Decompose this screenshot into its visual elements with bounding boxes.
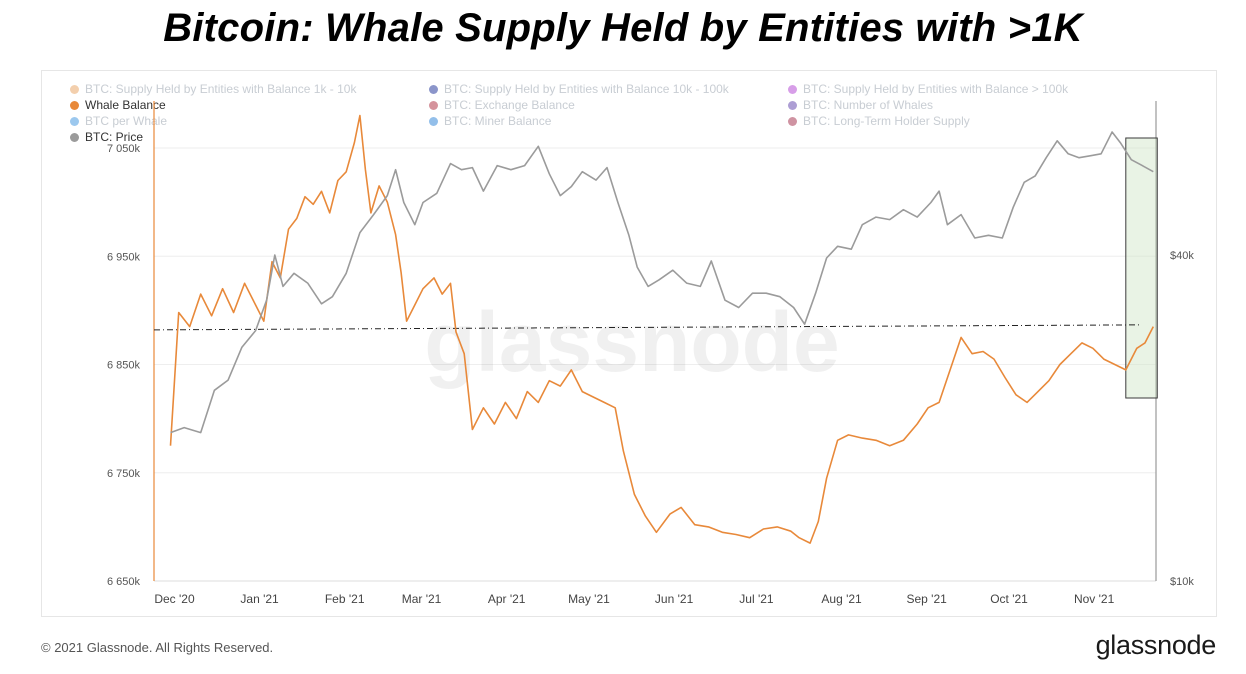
x-tick-label: Jun '21 [655, 592, 694, 606]
x-tick-label: Nov '21 [1074, 592, 1115, 606]
legend-marker [70, 132, 79, 142]
x-tick-label: Aug '21 [821, 592, 862, 606]
legend-item[interactable]: BTC: Supply Held by Entities with Balanc… [429, 82, 729, 96]
x-tick-label: Dec '20 [154, 592, 195, 606]
legend-marker [70, 100, 79, 110]
y-left-tick-label: 6 950k [107, 251, 141, 263]
legend-item[interactable]: Whale Balance [70, 98, 166, 112]
x-tick-label: Jan '21 [240, 592, 279, 606]
y-left-tick-label: 6 850k [107, 360, 141, 372]
btc-price-line [170, 131, 1154, 434]
y-left-tick-label: 6 650k [107, 576, 141, 588]
legend-item[interactable]: BTC: Supply Held by Entities with Balanc… [788, 82, 1068, 96]
whale-balance-line [169, 114, 1155, 544]
legend-marker [429, 100, 438, 110]
copyright-text: © 2021 Glassnode. All Rights Reserved. [41, 640, 274, 655]
glassnode-logo[interactable]: glassnode [1095, 630, 1217, 660]
legend-item[interactable]: BTC per Whale [70, 114, 167, 128]
x-tick-label: May '21 [568, 592, 610, 606]
legend-item[interactable]: BTC: Price [70, 130, 143, 144]
legend-label: BTC: Supply Held by Entities with Balanc… [803, 82, 1069, 96]
x-tick-label: Apr '21 [488, 592, 526, 606]
chart-panel: BTC: Supply Held by Entities with Balanc… [41, 70, 1217, 617]
x-tick-label: Mar '21 [402, 592, 442, 606]
legend-item[interactable]: BTC: Miner Balance [429, 114, 551, 128]
legend-item[interactable]: BTC: Supply Held by Entities with Balanc… [70, 82, 356, 96]
legend-label: BTC per Whale [85, 114, 168, 128]
legend: BTC: Supply Held by Entities with Balanc… [42, 71, 1216, 151]
x-tick-label: Jul '21 [739, 592, 774, 606]
legend-marker [429, 84, 438, 94]
legend-label: BTC: Price [85, 130, 144, 144]
legend-marker [788, 84, 797, 94]
legend-label: Whale Balance [85, 98, 166, 112]
y-left-tick-label: 6 750k [107, 468, 141, 480]
y-right-tick-label: $40k [1170, 250, 1194, 262]
x-tick-label: Oct '21 [990, 592, 1028, 606]
legend-marker [70, 116, 79, 126]
legend-label: BTC: Long-Term Holder Supply [803, 114, 970, 128]
legend-label: BTC: Exchange Balance [444, 98, 575, 112]
reference-line [153, 324, 1143, 331]
watermark: glassnode [424, 295, 839, 389]
legend-label: BTC: Miner Balance [444, 114, 552, 128]
legend-item[interactable]: BTC: Long-Term Holder Supply [788, 114, 970, 128]
legend-label: BTC: Supply Held by Entities with Balanc… [85, 82, 357, 96]
legend-marker [70, 84, 79, 94]
legend-marker [788, 116, 797, 126]
chart-svg: 7 050k 6 950k 6 850k 6 750k 6 650k $40k $10k De… [107, 101, 1194, 606]
legend-marker [788, 100, 797, 110]
legend-label: BTC: Supply Held by Entities with Balanc… [444, 82, 729, 96]
legend-item[interactable]: BTC: Exchange Balance [429, 98, 575, 112]
x-tick-label: Sep '21 [906, 592, 947, 606]
legend-item[interactable]: BTC: Number of Whales [788, 98, 933, 112]
y-left-tick-label: 7 050k [107, 143, 141, 155]
x-tick-label: Feb '21 [325, 592, 365, 606]
highlight-box [1125, 137, 1158, 399]
legend-label: BTC: Number of Whales [803, 98, 934, 112]
legend-marker [429, 116, 438, 126]
y-right-tick-label: $10k [1170, 576, 1194, 588]
chart-title: Bitcoin: Whale Supply Held by Entities w… [163, 6, 1083, 50]
